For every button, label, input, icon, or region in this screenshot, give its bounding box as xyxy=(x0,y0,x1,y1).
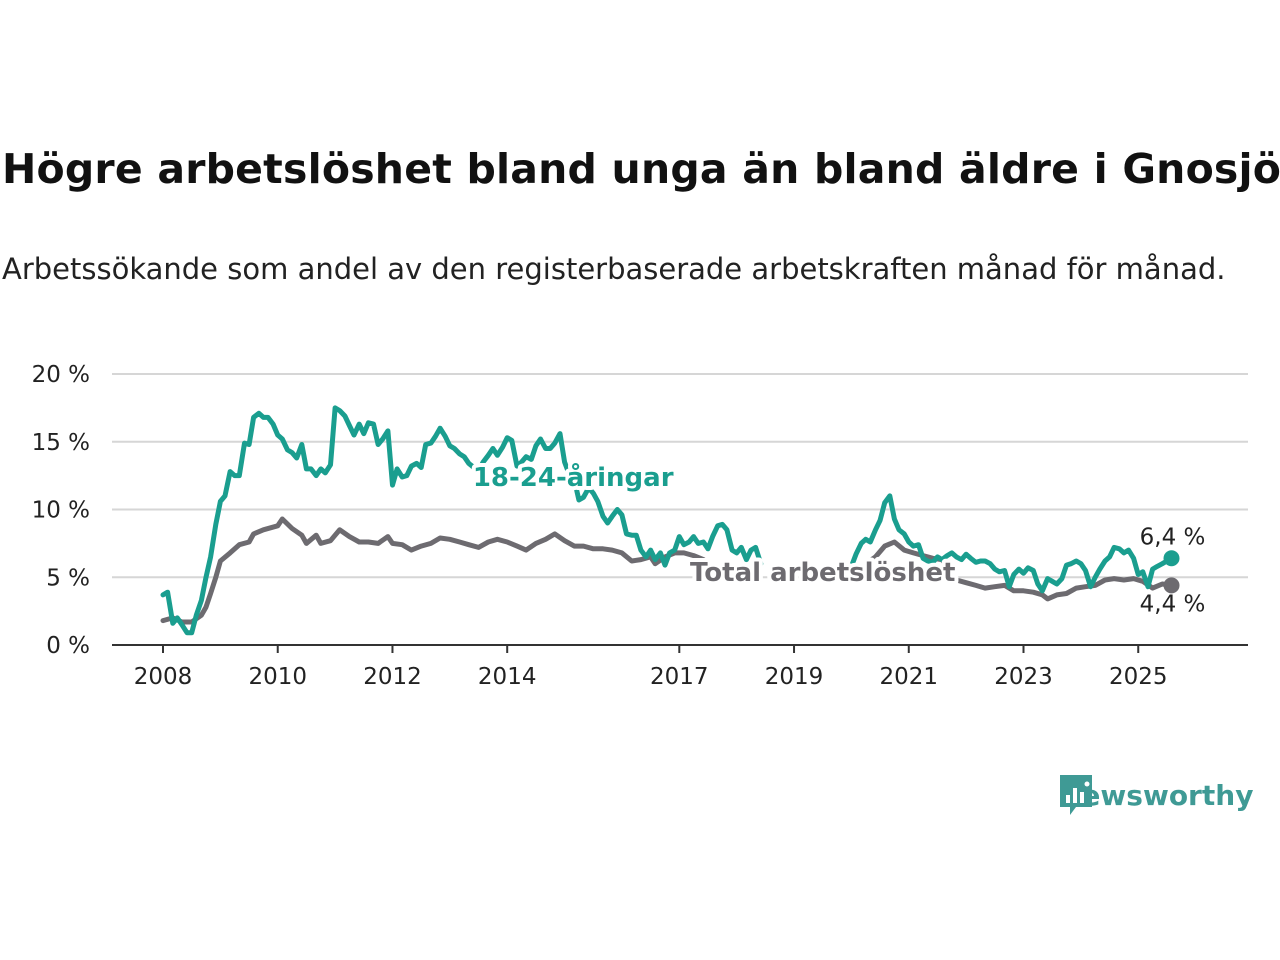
y-tick-label: 0 % xyxy=(46,633,90,659)
x-tick-label: 2017 xyxy=(650,664,709,690)
x-tick-label: 2008 xyxy=(134,664,193,690)
x-tick-label: 2025 xyxy=(1109,664,1168,690)
y-tick-label: 10 % xyxy=(32,498,90,524)
newsworthy-logo[interactable]: Newsworthy xyxy=(1058,773,1253,817)
x-tick-label: 2012 xyxy=(363,664,422,690)
series-line xyxy=(848,493,1174,594)
y-tick-label: 20 % xyxy=(32,362,90,388)
series-line xyxy=(160,405,764,636)
y-tick-label: 15 % xyxy=(32,430,90,456)
chart-title: Högre arbetslöshet bland unga än bland ä… xyxy=(2,145,1280,193)
x-axis: 2008 2010 2012 2014 2017 2019 2021 2023 2025 xyxy=(112,644,1248,690)
series-line xyxy=(863,539,1174,602)
series-annotation: 18-24-åringar xyxy=(473,461,674,493)
annotations: 6,4 % 4,4 % 18-24-åringar Total arbetslöshe… xyxy=(469,457,1206,617)
series-end-marker xyxy=(1163,577,1180,594)
chart-subtitle: Arbetssökande som andel av den registerb… xyxy=(2,252,1226,286)
series-line xyxy=(160,516,706,625)
newsworthy-chart-icon xyxy=(1060,775,1092,815)
series-annotation: Total arbetslöshet xyxy=(690,558,955,588)
end-value-label: 6,4 % xyxy=(1140,524,1206,550)
x-tick-label: 2021 xyxy=(879,664,938,690)
x-tick-label: 2023 xyxy=(994,664,1053,690)
gridlines: 0 % 5 % 10 % 15 % 20 % xyxy=(32,362,1248,659)
y-tick-label: 5 % xyxy=(46,565,90,591)
x-tick-label: 2019 xyxy=(765,664,824,690)
end-value-label: 4,4 % xyxy=(1140,591,1206,617)
x-tick-label: 2010 xyxy=(248,664,307,690)
series-lines xyxy=(160,405,1180,636)
series-end-marker xyxy=(1163,550,1180,567)
x-tick-label: 2014 xyxy=(478,664,537,690)
